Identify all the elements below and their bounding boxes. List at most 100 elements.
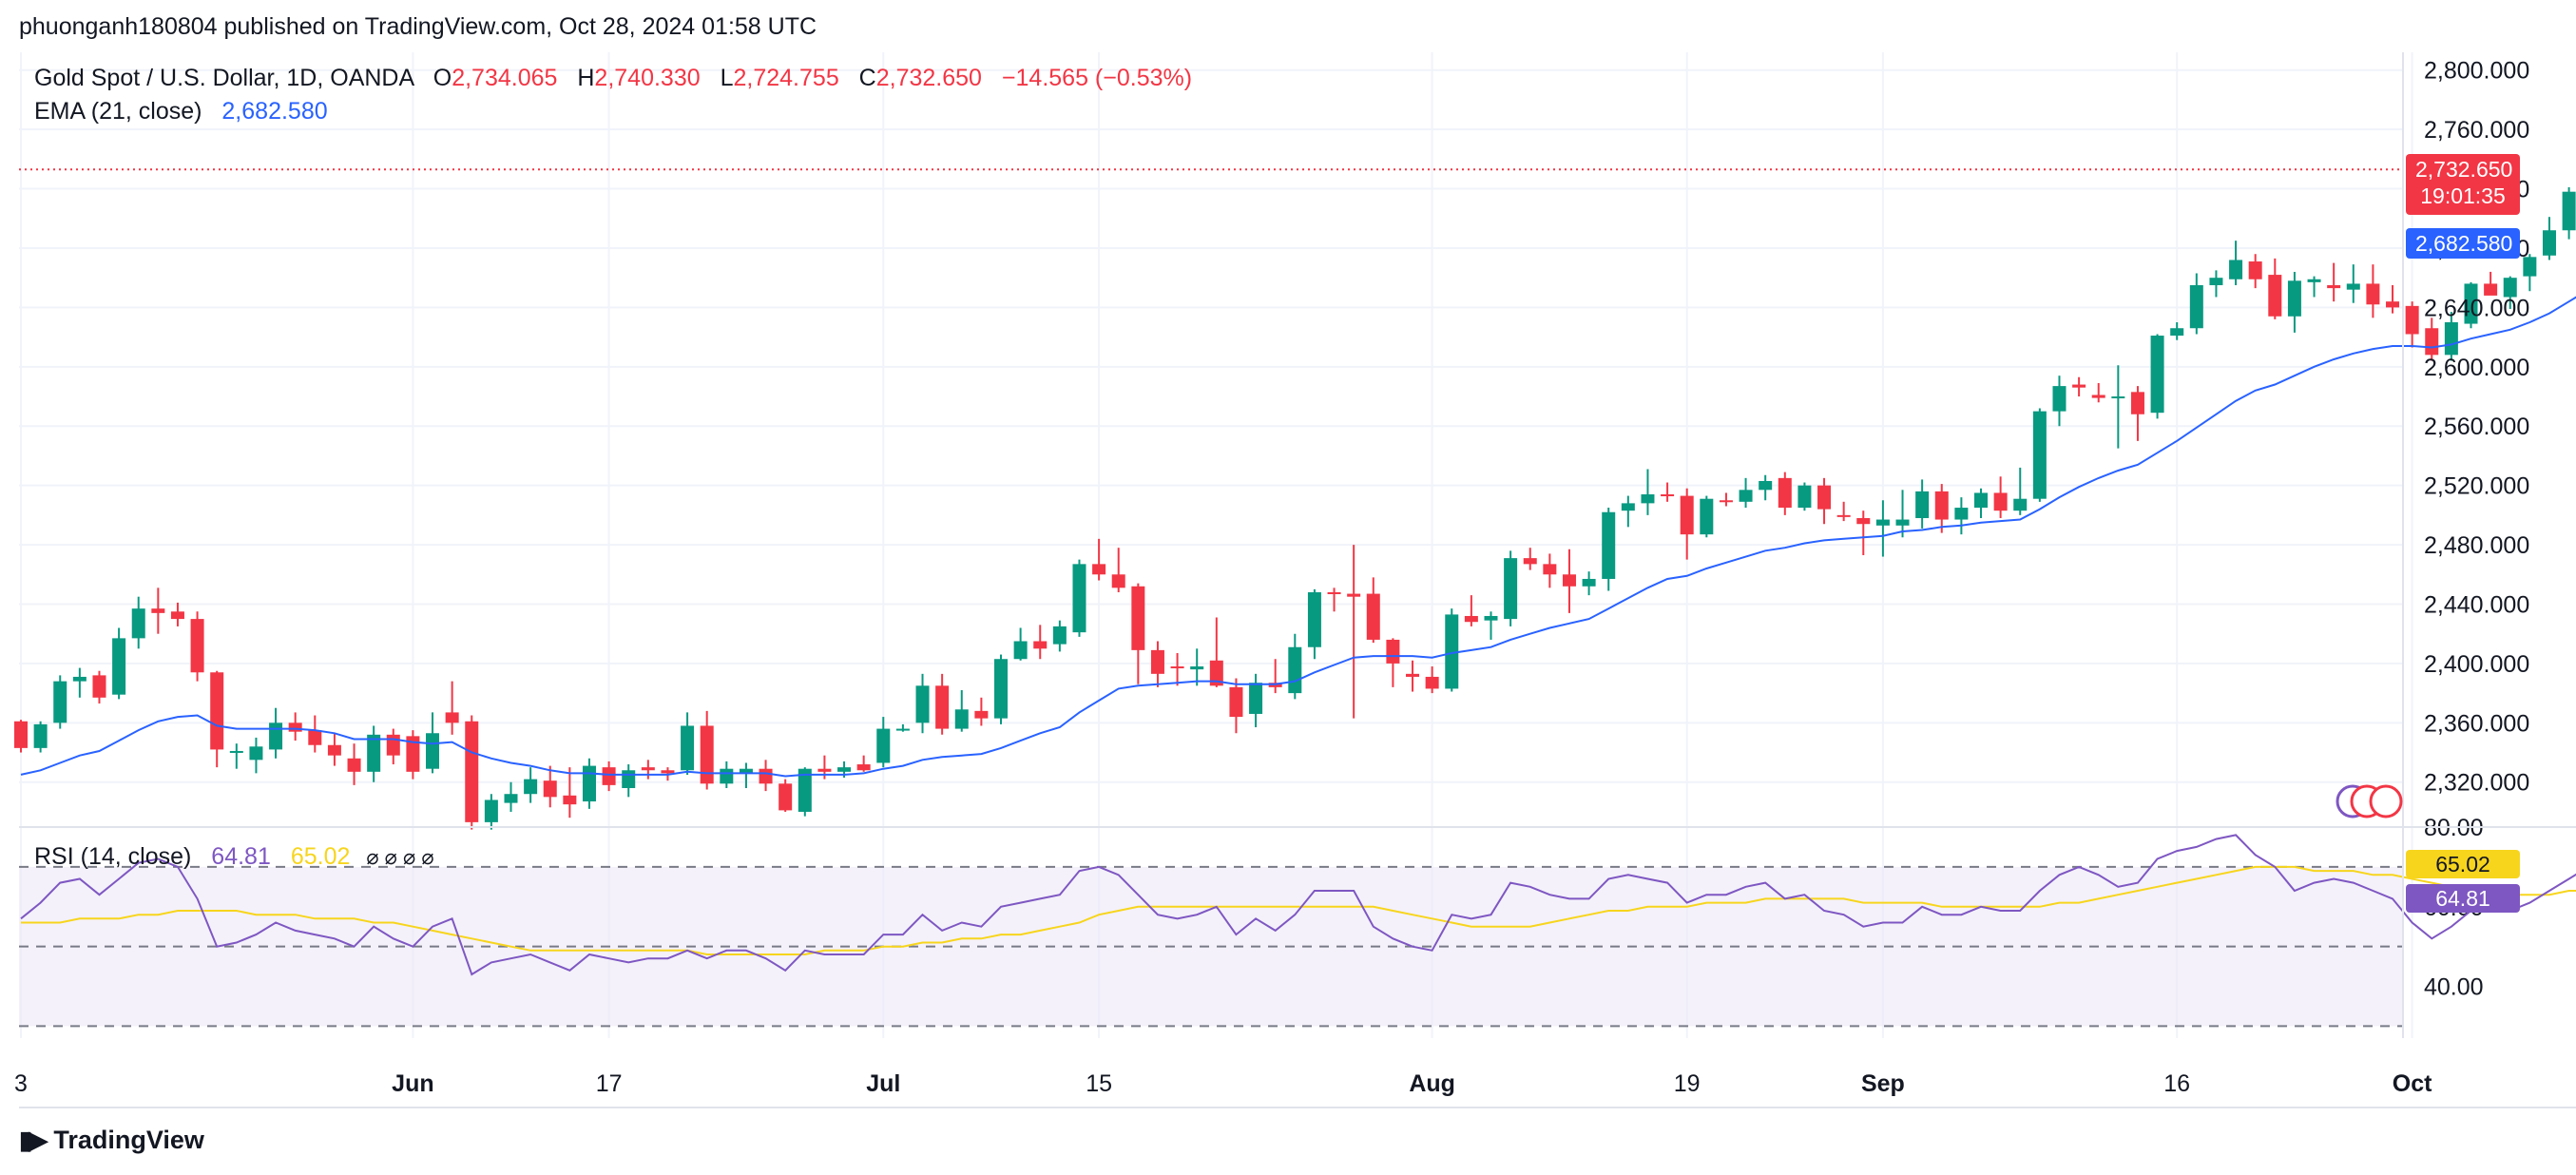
candle-body: [2484, 283, 2498, 296]
symbol-title[interactable]: Gold Spot / U.S. Dollar, 1D, OANDA: [34, 65, 413, 91]
time-tick-label: 17: [596, 1070, 623, 1097]
rsi-label[interactable]: RSI (14, close): [34, 843, 192, 870]
candle: [1993, 476, 2008, 518]
price-tick-label: 2,320.000: [2424, 770, 2529, 797]
candle-body: [779, 783, 793, 811]
candle: [327, 733, 341, 766]
candle: [1934, 484, 1949, 533]
change-value: −14.565 (−0.53%): [1001, 65, 1193, 91]
candle-body: [1249, 683, 1263, 714]
candle-body: [1680, 495, 1694, 535]
candle: [720, 761, 734, 788]
candle: [33, 721, 48, 753]
candle-body: [1543, 564, 1557, 575]
candle: [2523, 254, 2537, 292]
candle-body: [2405, 305, 2419, 335]
candle-body: [2366, 283, 2380, 305]
price-tick-label: 2,440.000: [2424, 591, 2529, 618]
candle: [53, 675, 67, 729]
ohlc-high: H2,740.330: [577, 65, 701, 91]
price-tick-label: 2,360.000: [2424, 710, 2529, 737]
candle-body: [1111, 574, 1125, 588]
candle-body: [386, 734, 400, 756]
candle: [1072, 559, 1086, 637]
candle-body: [269, 722, 283, 750]
candle-body: [2091, 395, 2105, 398]
candle-body: [2072, 384, 2086, 388]
time-tick-label: Sep: [1861, 1070, 1905, 1097]
candle-body: [14, 721, 28, 748]
candle-body: [484, 799, 498, 822]
candle: [1523, 548, 1537, 570]
time-tick-label: Jul: [866, 1070, 900, 1097]
candle: [1033, 625, 1048, 660]
candle-body: [1856, 517, 1871, 525]
candle-body: [2170, 328, 2184, 337]
candle-body: [661, 770, 675, 774]
tradingview-footer[interactable]: ▮▶ TradingView: [19, 1126, 204, 1155]
ohlc-low: L2,724.755: [720, 65, 839, 91]
price-tick-label: 2,800.000: [2424, 58, 2529, 85]
candle: [1582, 571, 1596, 596]
candle: [1150, 641, 1164, 687]
candle-body: [1895, 519, 1910, 526]
time-tick-label: Aug: [1409, 1070, 1455, 1097]
economic-events[interactable]: [2336, 784, 2403, 819]
candle-body: [1661, 494, 1675, 497]
candle: [2150, 334, 2164, 419]
candle: [1700, 495, 1714, 538]
candle: [2229, 241, 2243, 285]
candle-body: [1641, 494, 1655, 504]
candle-body: [2562, 191, 2576, 231]
candle-body: [367, 734, 381, 772]
candle: [2072, 376, 2086, 397]
candle: [1013, 627, 1028, 661]
candle-body: [2287, 280, 2301, 317]
candle: [1484, 611, 1498, 640]
candle-body: [1072, 564, 1086, 633]
candle-body: [1347, 593, 1361, 597]
candle: [249, 737, 263, 774]
candle-body: [1013, 641, 1028, 660]
candle: [641, 760, 655, 780]
candle: [1190, 648, 1204, 686]
candle: [876, 717, 891, 768]
candle-body: [1523, 558, 1537, 565]
candle: [974, 697, 989, 726]
candle: [1386, 638, 1400, 687]
rsi-ma-tag: 65.02: [2406, 850, 2520, 878]
candle: [2346, 264, 2360, 303]
candle: [445, 681, 459, 735]
candle-body: [33, 723, 48, 748]
ema-label[interactable]: EMA (21, close): [34, 98, 202, 125]
candle-body: [2268, 275, 2282, 317]
candle: [563, 767, 577, 819]
candle-body: [229, 750, 243, 753]
axes-group: 2,800.0002,760.0002,720.0002,680.0002,64…: [14, 52, 2576, 1108]
brand-name: TradingView: [53, 1126, 204, 1154]
candle: [700, 710, 714, 790]
candle: [1209, 617, 1223, 687]
candle: [1817, 477, 1832, 525]
candle: [1347, 545, 1361, 719]
candle: [269, 707, 283, 759]
candle-body: [1464, 615, 1478, 623]
rsi-legend: RSI (14, close) 64.81 65.02 ⌀ ⌀ ⌀ ⌀: [34, 843, 434, 871]
candle-body: [1229, 686, 1243, 718]
candle-body: [1797, 485, 1812, 509]
candle-body: [2425, 328, 2439, 356]
candle-body: [2444, 322, 2458, 356]
candle: [112, 627, 126, 700]
candle: [1307, 588, 1321, 660]
candle-body: [2013, 498, 2028, 511]
candle-body: [445, 712, 459, 723]
candle: [2542, 217, 2556, 260]
rsi-ma-value: 65.02: [290, 843, 351, 870]
price-tick-label: 2,760.000: [2424, 117, 2529, 144]
candle-body: [131, 608, 145, 639]
candle: [2013, 467, 2028, 515]
candle: [2484, 271, 2498, 296]
candle: [2248, 254, 2262, 289]
price-tick-label: 2,560.000: [2424, 414, 2529, 440]
candle-body: [1425, 676, 1439, 689]
